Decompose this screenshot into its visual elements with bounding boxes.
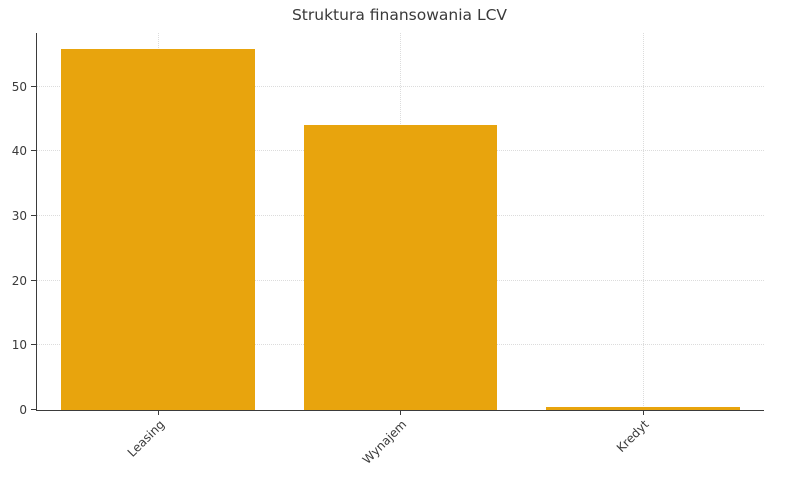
category-slot-wynajem: Wynajem: [279, 33, 521, 467]
y-tick-label-50: 50: [11, 79, 27, 94]
y-tick-mark-20: [31, 279, 36, 281]
bar-kredyt: [545, 406, 740, 410]
y-tick-label-20: 20: [11, 273, 27, 288]
y-tick-label-10: 10: [11, 338, 27, 353]
x-gridline-kredyt: [642, 33, 644, 410]
y-tick-mark-30: [31, 215, 36, 217]
x-tick-mark-wynajem: [400, 410, 402, 415]
y-tick-mark-0: [31, 409, 36, 410]
chart-title: Struktura finansowania LCV: [291, 6, 508, 24]
y-tick-label-30: 30: [11, 209, 27, 224]
category-slot-kredyt: Kredyt: [522, 33, 764, 455]
y-tick-mark-10: [31, 344, 36, 346]
x-tick-label-wynajem: Wynajem: [360, 417, 410, 467]
y-tick-mark-50: [31, 85, 36, 87]
x-tick-label-leasing: Leasing: [124, 417, 168, 460]
x-tick-mark-leasing: [158, 410, 160, 415]
x-tick-label-kredyt: Kredyt: [614, 417, 653, 456]
bar-wynajem: [303, 125, 498, 410]
category-slot-leasing: Leasing: [37, 33, 279, 460]
y-tick-mark-40: [31, 150, 36, 152]
x-tick-mark-kredyt: [642, 410, 644, 415]
y-tick-label-0: 0: [19, 403, 27, 417]
bars-layer: Leasing Wynajem Kredyt: [37, 33, 764, 467]
y-tick-label-40: 40: [11, 144, 27, 159]
bar-leasing: [61, 49, 256, 410]
plot-area: 0 10 20 30 40 50 Leasing Wynajem Kredyt: [12, 33, 764, 467]
